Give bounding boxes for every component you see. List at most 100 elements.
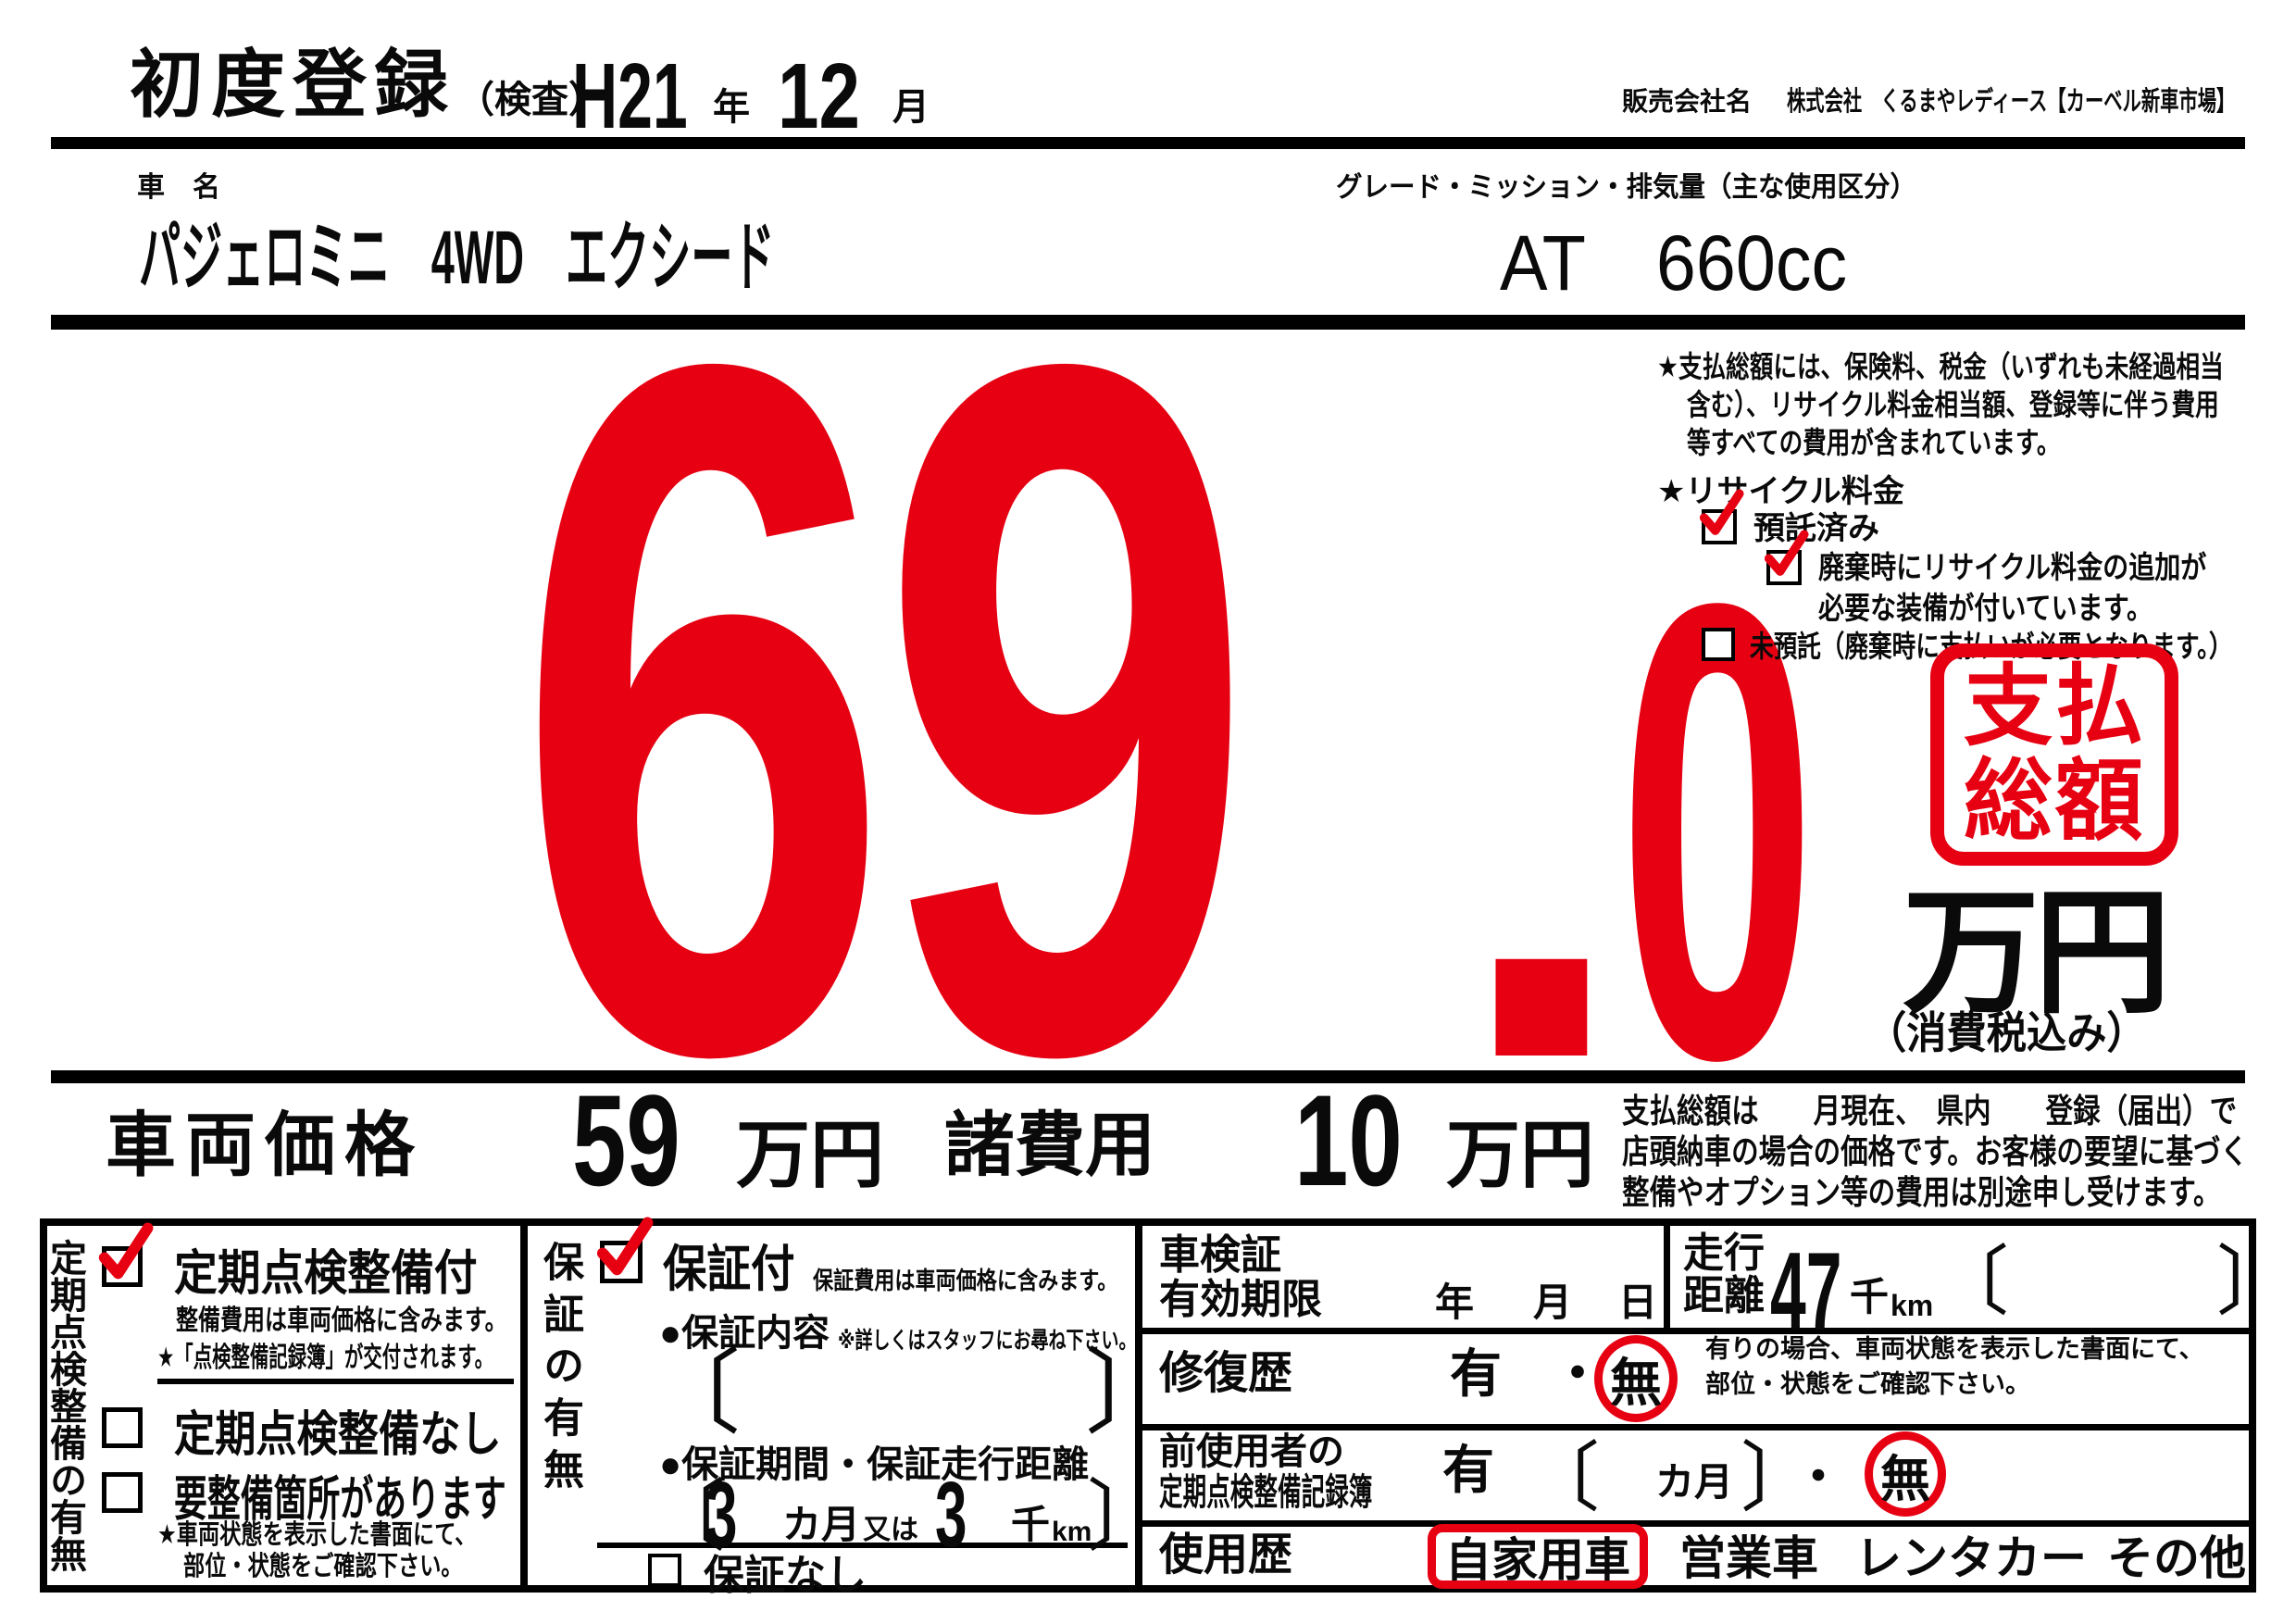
usage-private-highlight-box: 自家用車 <box>1428 1524 1648 1589</box>
table-row-divider-c <box>1142 1520 2249 1527</box>
checkbox-maintenance-none <box>102 1407 143 1448</box>
warranty-months-unit: カ月 <box>782 1503 861 1546</box>
checkbox-recycle-not-deposited <box>1702 628 1735 661</box>
record-bracket-close: 〕 <box>1741 1436 1817 1520</box>
repair-no-label: 無 <box>1610 1353 1662 1412</box>
maintenance-needed-label: 要整備箇所があります <box>174 1473 506 1527</box>
maintenance-none-label: 定期点検整備なし <box>174 1408 502 1462</box>
registration-month-value: 12 <box>778 44 860 148</box>
checkbox-maintenance-needed <box>102 1472 143 1513</box>
record-label-line2: 定期点検整備記録簿 <box>1159 1472 1373 1513</box>
usage-business-label: 営業車 <box>1679 1532 1818 1584</box>
mileage-unit-sub: km <box>1890 1289 1934 1322</box>
maintenance-needed-note1: ★車両状態を表示した書面にて、 <box>157 1520 477 1550</box>
recycle-fee-title: ★リサイクル料金 <box>1657 474 1904 509</box>
warranty-period-bracket-close: 〕 <box>1087 1473 1166 1560</box>
check-icon <box>1764 530 1809 576</box>
registration-year-unit: 年 <box>713 87 750 128</box>
usage-history-label: 使用歴 <box>1159 1530 1293 1580</box>
price-unit: 万円 <box>1903 877 2171 1030</box>
vehicle-name-label: 車 名 <box>137 172 220 203</box>
total-payment-badge: 支払 総額 <box>1930 643 2178 866</box>
warranty-period-months-value: 3 <box>705 1463 738 1567</box>
record-bracket-open: 〔 <box>1524 1436 1601 1520</box>
recycle-extra-line1: 廃棄時にリサイクル料金の追加が <box>1818 550 2207 584</box>
repair-history-label: 修復歴 <box>1159 1349 1293 1398</box>
warranty-side-label: 保証の有無 <box>537 1241 582 1500</box>
grade-value: AT 660cc <box>1500 219 1848 306</box>
fees-unit: 万円 <box>1446 1114 1594 1196</box>
recycle-deposited-label: 預託済み <box>1753 511 1879 546</box>
warranty-content-bracket-open: 〔 <box>648 1342 741 1445</box>
price-integer: 69 <box>515 160 1255 1257</box>
maintenance-done-note2: ★「点検整備記録簿」が交付されます。 <box>157 1343 494 1373</box>
repair-no-circle-icon: 無 <box>1594 1335 1678 1422</box>
price-disclaimer-line3: 整備やオプション等の費用は別途申し受けます。 <box>1622 1173 2221 1211</box>
warranty-distance-unit-sub: km <box>1052 1517 1092 1547</box>
seller-name: 株式会社 くるまやレディース【カーベル新車市場】 <box>1787 87 2236 117</box>
vehicle-price-value: 59 <box>572 1068 680 1213</box>
table-col-divider-1 <box>520 1226 528 1585</box>
warranty-content-note: ※詳しくはスタッフにお尋ね下さい。 <box>838 1328 1137 1354</box>
usage-rental-label: レンタカー <box>1855 1532 2087 1584</box>
warranty-with-label: 保証付 <box>663 1242 795 1297</box>
warranty-content-bracket-close: 〕 <box>1085 1342 1178 1445</box>
seller-label: 販売会社名 <box>1622 87 1753 116</box>
warranty-period-label: ●保証期間・保証走行距離 <box>659 1444 1090 1485</box>
header-rule <box>51 137 2245 149</box>
warranty-with-note: 保証費用は車両価格に含みます。 <box>813 1267 1118 1294</box>
warranty-inner-divider <box>597 1543 1128 1548</box>
registration-year-value: H21 <box>572 44 688 148</box>
total-note-line2: 含む）、リサイクル料金相当額、登録等に伴う費用 <box>1687 388 2219 421</box>
table-col-divider-3 <box>1664 1226 1670 1330</box>
repair-note-line2: 部位・状態をご確認下さい。 <box>1705 1370 2030 1398</box>
maintenance-needed-note2: 部位・状態をご確認下さい。 <box>183 1552 463 1581</box>
shaken-month-unit: 月 <box>1533 1280 1573 1324</box>
warranty-content-label: ●保証内容 <box>659 1313 830 1354</box>
mileage-unit-main: 千 <box>1850 1275 1890 1318</box>
maintenance-done-note1: 整備費用は車両価格に含みます。 <box>176 1305 507 1336</box>
price-rule <box>51 1070 2245 1083</box>
record-months-unit: カ月 <box>1655 1460 1734 1504</box>
grade-label: グレード・ミッション・排気量（主な使用区分） <box>1336 172 1916 203</box>
maintenance-inner-divider <box>157 1379 514 1384</box>
fees-value: 10 <box>1294 1068 1403 1213</box>
price-disclaimer-line2: 店頭納車の場合の価格です。お客様の要望に基づく <box>1622 1132 2249 1170</box>
repair-yes-label: 有 <box>1450 1344 1502 1403</box>
shaken-year-unit: 年 <box>1435 1280 1475 1324</box>
vehicle-price-label: 車両価格 <box>106 1106 424 1185</box>
warranty-period-bracket-open: 〔 <box>648 1473 727 1560</box>
mileage-label-line2: 距離 <box>1683 1273 1765 1318</box>
checkbox-warranty-none <box>648 1554 681 1587</box>
first-registration-inspection-label: （検査） <box>457 80 605 120</box>
record-label-line1: 前使用者の <box>1159 1431 1344 1472</box>
mileage-bracket-close: 〕 <box>2216 1240 2293 1324</box>
table-col-divider-2 <box>1135 1226 1142 1585</box>
warranty-or-label: 又は <box>863 1515 918 1545</box>
warranty-none-label: 保証なし <box>704 1553 867 1598</box>
tax-included-note: （消費税込み） <box>1866 1008 2147 1057</box>
record-yes-label: 有 <box>1442 1441 1494 1499</box>
registration-month-unit: 月 <box>892 87 930 128</box>
price-decimal-point: . <box>1452 469 1632 1193</box>
shaken-day-unit: 日 <box>1618 1280 1658 1324</box>
check-icon <box>1699 489 1744 535</box>
warranty-distance-unit-main: 千 <box>1011 1503 1051 1546</box>
table-row-divider-a <box>1142 1328 2249 1334</box>
mileage-value: 47 <box>1770 1230 1842 1354</box>
vehicle-rule <box>51 315 2245 330</box>
shaken-label-line2: 有効期限 <box>1159 1277 1322 1322</box>
maintenance-done-label: 定期点検整備付 <box>174 1247 478 1301</box>
mileage-bracket-open: 〔 <box>1933 1240 2010 1324</box>
total-note-line3: 等すべての費用が含まれています。 <box>1687 426 2061 459</box>
repair-note-line1: 有りの場合、車両状態を表示した書面にて、 <box>1705 1335 2204 1363</box>
vehicle-name: パジェロミニ 4WD エクシード <box>139 216 775 300</box>
badge-line1: 支払 <box>1964 657 2145 756</box>
badge-line2: 総額 <box>1964 752 2145 851</box>
usage-other-label: その他 <box>2107 1532 2246 1584</box>
record-separator: ・ <box>1794 1451 1843 1505</box>
detail-table-border <box>40 1218 2256 1593</box>
maintenance-side-label: 定期点検整備の有無 <box>44 1239 85 1572</box>
check-icon <box>98 1222 154 1280</box>
